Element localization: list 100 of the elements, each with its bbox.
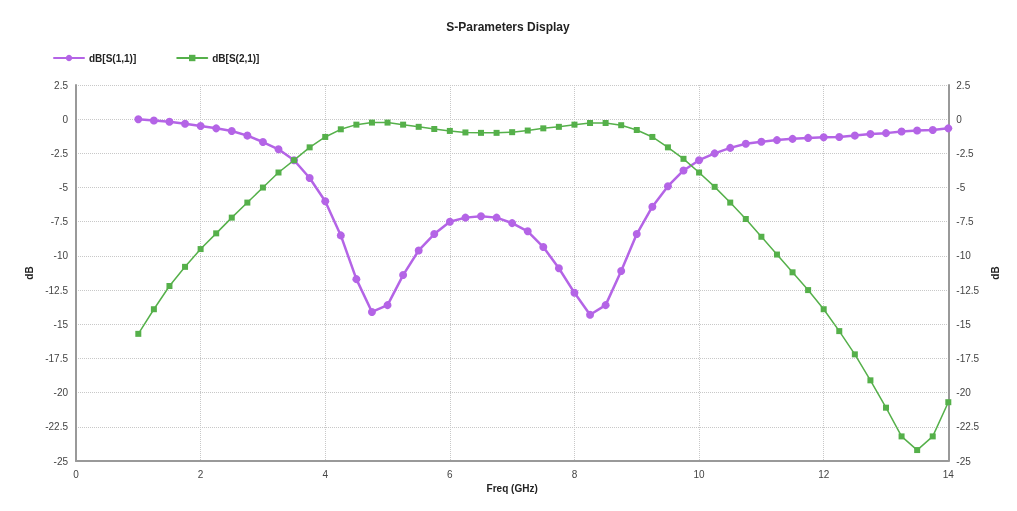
point — [540, 125, 547, 132]
point — [478, 129, 484, 136]
point — [165, 117, 174, 126]
point — [727, 199, 734, 206]
point — [945, 399, 952, 406]
point — [368, 119, 375, 126]
point — [196, 122, 205, 131]
y-tick-label: -15 — [53, 318, 69, 330]
y-tick-label: -2.5 — [50, 147, 69, 159]
y2-tick-label: -12.5 — [956, 284, 980, 296]
x-tick-label: 6 — [447, 468, 454, 480]
point — [571, 121, 578, 128]
point — [772, 136, 781, 145]
point — [663, 182, 672, 191]
point — [336, 231, 345, 240]
y2-tick-label: -5 — [956, 182, 966, 194]
point — [150, 306, 157, 313]
y-tick-label: 0 — [62, 113, 69, 125]
point — [601, 301, 610, 310]
y-tick-label: -12.5 — [45, 284, 69, 296]
point — [524, 127, 531, 134]
point — [227, 126, 236, 135]
point — [758, 233, 765, 240]
point — [773, 251, 780, 258]
point — [648, 202, 657, 211]
point — [508, 219, 517, 228]
point — [462, 129, 469, 136]
y2-axis-title: dB — [989, 266, 1001, 280]
point — [367, 307, 376, 316]
point — [883, 404, 889, 411]
point — [618, 122, 625, 129]
point — [305, 173, 314, 182]
x-tick-label: 0 — [73, 468, 80, 480]
y-tick-label: -20 — [53, 387, 69, 399]
point — [944, 124, 953, 133]
point — [664, 144, 671, 151]
point — [696, 169, 703, 176]
y2-tick-label: -22.5 — [956, 421, 980, 433]
point — [804, 133, 813, 142]
point — [415, 123, 422, 130]
point — [400, 121, 407, 128]
point — [149, 116, 158, 125]
point — [539, 243, 548, 252]
point — [788, 134, 797, 143]
y-tick-label: -7.5 — [50, 216, 69, 228]
point — [726, 143, 735, 152]
point — [353, 121, 360, 128]
point — [258, 138, 267, 147]
x-tick-label: 12 — [818, 468, 830, 480]
point — [244, 199, 251, 206]
y-tick-label: -25 — [53, 455, 69, 467]
y2-tick-label: -2.5 — [956, 147, 974, 159]
y-tick-label: -17.5 — [45, 352, 69, 364]
chart-title: S-Parameters Display — [446, 20, 571, 34]
point — [321, 197, 330, 206]
point — [509, 129, 516, 136]
point — [710, 149, 719, 158]
point — [789, 269, 796, 276]
y-tick-label: -10 — [53, 250, 69, 262]
point — [322, 133, 329, 140]
point — [711, 183, 718, 190]
point — [867, 377, 874, 384]
point — [914, 447, 921, 454]
point — [570, 288, 579, 297]
point — [492, 213, 501, 222]
point — [414, 246, 423, 255]
point — [898, 433, 905, 440]
legend-label: dB[S(2,1)] — [212, 52, 260, 64]
point — [633, 126, 640, 133]
point — [742, 215, 749, 222]
point — [680, 155, 687, 162]
point — [352, 275, 361, 284]
point — [850, 131, 859, 140]
y2-tick-label: 0 — [956, 113, 963, 125]
point — [835, 132, 844, 141]
point — [399, 271, 408, 280]
point — [866, 130, 875, 139]
point — [632, 230, 641, 239]
point — [384, 119, 391, 126]
point — [929, 433, 936, 440]
point — [493, 129, 500, 136]
point — [430, 230, 439, 239]
point — [337, 126, 344, 133]
y-tick-label: -5 — [59, 182, 69, 194]
point — [695, 156, 704, 165]
point — [213, 230, 220, 237]
point — [306, 144, 313, 151]
point — [197, 246, 204, 253]
point — [741, 139, 750, 148]
legend-label: dB[S(1,1)] — [89, 52, 137, 64]
x-tick-label: 4 — [322, 468, 329, 480]
point — [617, 266, 626, 275]
x-tick-label: 14 — [942, 468, 955, 480]
y-tick-label: -22.5 — [45, 421, 69, 433]
y-axis-title: dB — [23, 266, 35, 280]
x-tick-label: 10 — [693, 468, 706, 480]
y2-tick-label: -20 — [956, 387, 972, 399]
point — [649, 133, 656, 140]
point — [757, 137, 766, 146]
point — [523, 227, 532, 236]
